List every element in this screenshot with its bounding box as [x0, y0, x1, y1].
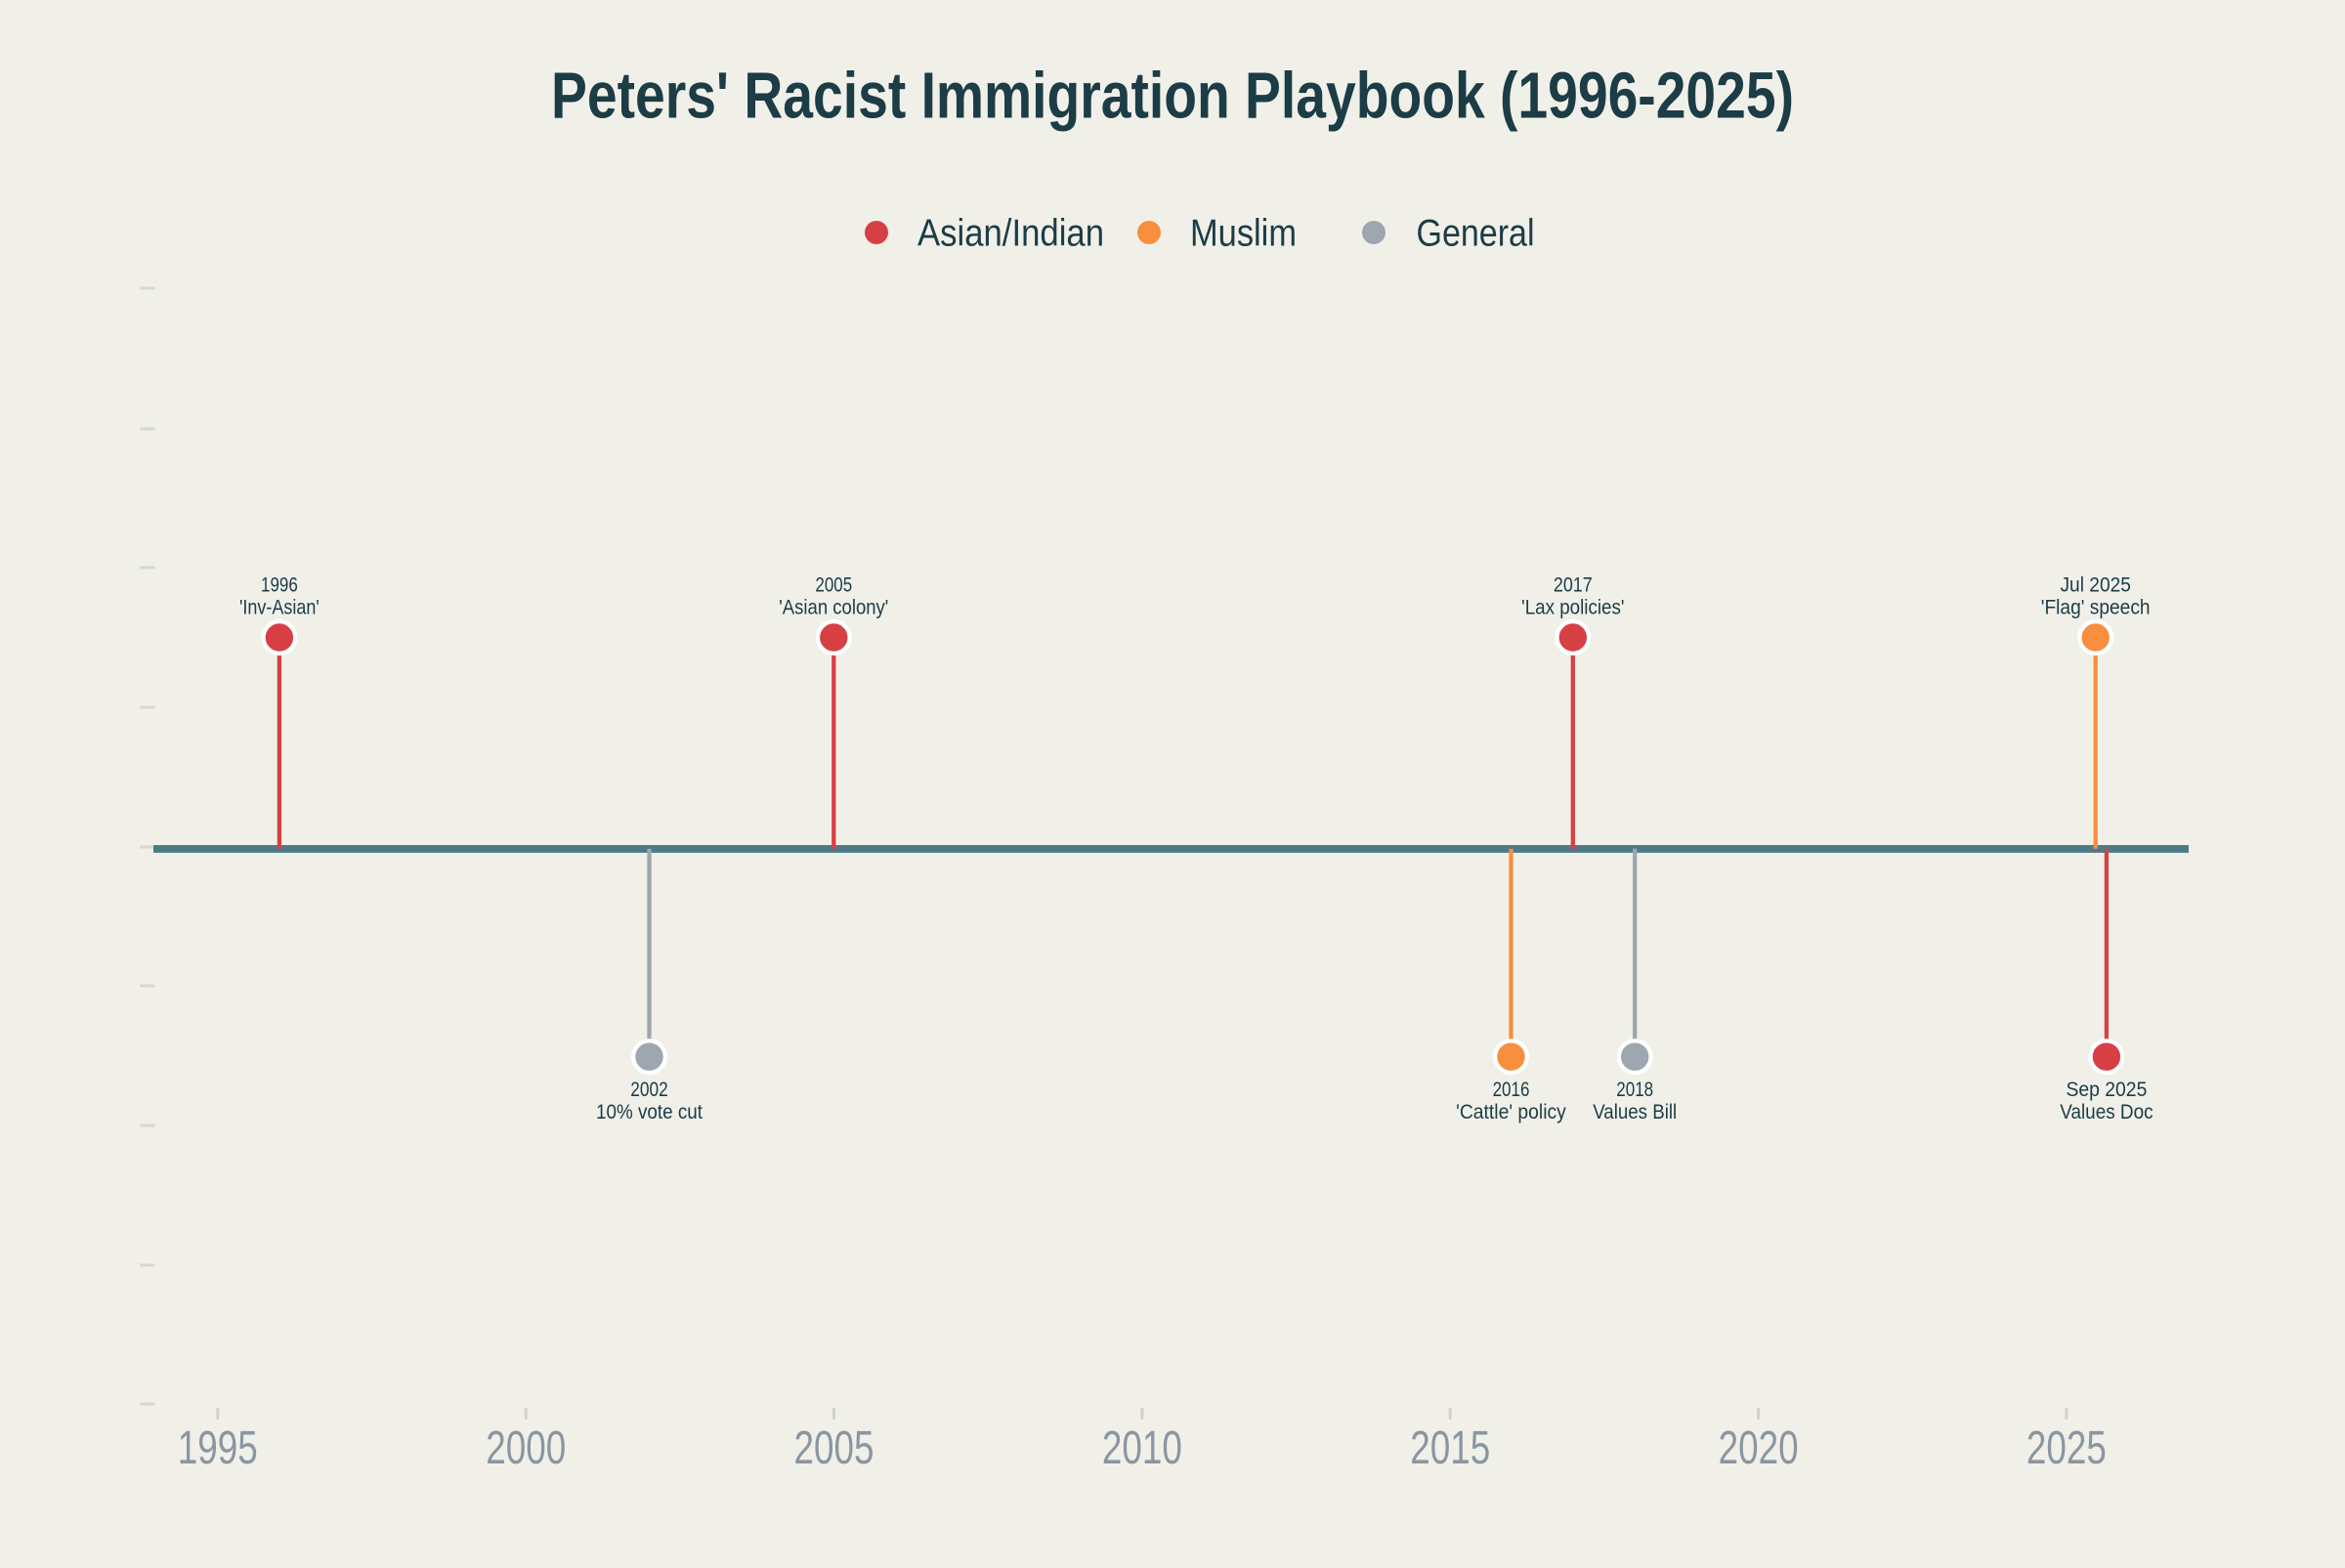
svg-text:Values Bill: Values Bill	[1593, 1101, 1677, 1123]
svg-text:Sep 2025: Sep 2025	[2066, 1079, 2147, 1101]
svg-text:10% vote cut: 10% vote cut	[596, 1101, 703, 1123]
svg-text:2005: 2005	[815, 574, 852, 597]
svg-text:'Asian colony': 'Asian colony'	[779, 596, 888, 618]
svg-text:2010: 2010	[1102, 1422, 1182, 1474]
svg-text:1996: 1996	[261, 574, 298, 597]
svg-text:2025: 2025	[2026, 1422, 2107, 1474]
svg-text:2005: 2005	[794, 1422, 874, 1474]
svg-text:'Cattle' policy: 'Cattle' policy	[1456, 1101, 1566, 1123]
svg-text:2015: 2015	[1410, 1422, 1490, 1474]
svg-text:Peters' Racist Immigration Pla: Peters' Racist Immigration Playbook (199…	[551, 60, 1794, 133]
svg-text:2020: 2020	[1719, 1422, 1799, 1474]
svg-text:Muslim: Muslim	[1190, 213, 1297, 255]
svg-text:'Lax policies': 'Lax policies'	[1521, 596, 1624, 618]
svg-text:2000: 2000	[486, 1422, 566, 1474]
svg-text:2018: 2018	[1616, 1079, 1653, 1101]
svg-text:2016: 2016	[1493, 1079, 1530, 1101]
svg-text:Asian/Indian: Asian/Indian	[917, 213, 1104, 255]
svg-text:'Inv-Asian': 'Inv-Asian'	[239, 596, 320, 618]
svg-text:'Flag' speech: 'Flag' speech	[2041, 596, 2151, 618]
svg-text:1995: 1995	[178, 1422, 258, 1474]
svg-text:General: General	[1417, 213, 1535, 255]
svg-text:2002: 2002	[630, 1079, 668, 1101]
svg-text:Jul 2025: Jul 2025	[2060, 574, 2131, 597]
svg-text:Values Doc: Values Doc	[2060, 1101, 2153, 1123]
svg-text:2017: 2017	[1554, 574, 1593, 597]
